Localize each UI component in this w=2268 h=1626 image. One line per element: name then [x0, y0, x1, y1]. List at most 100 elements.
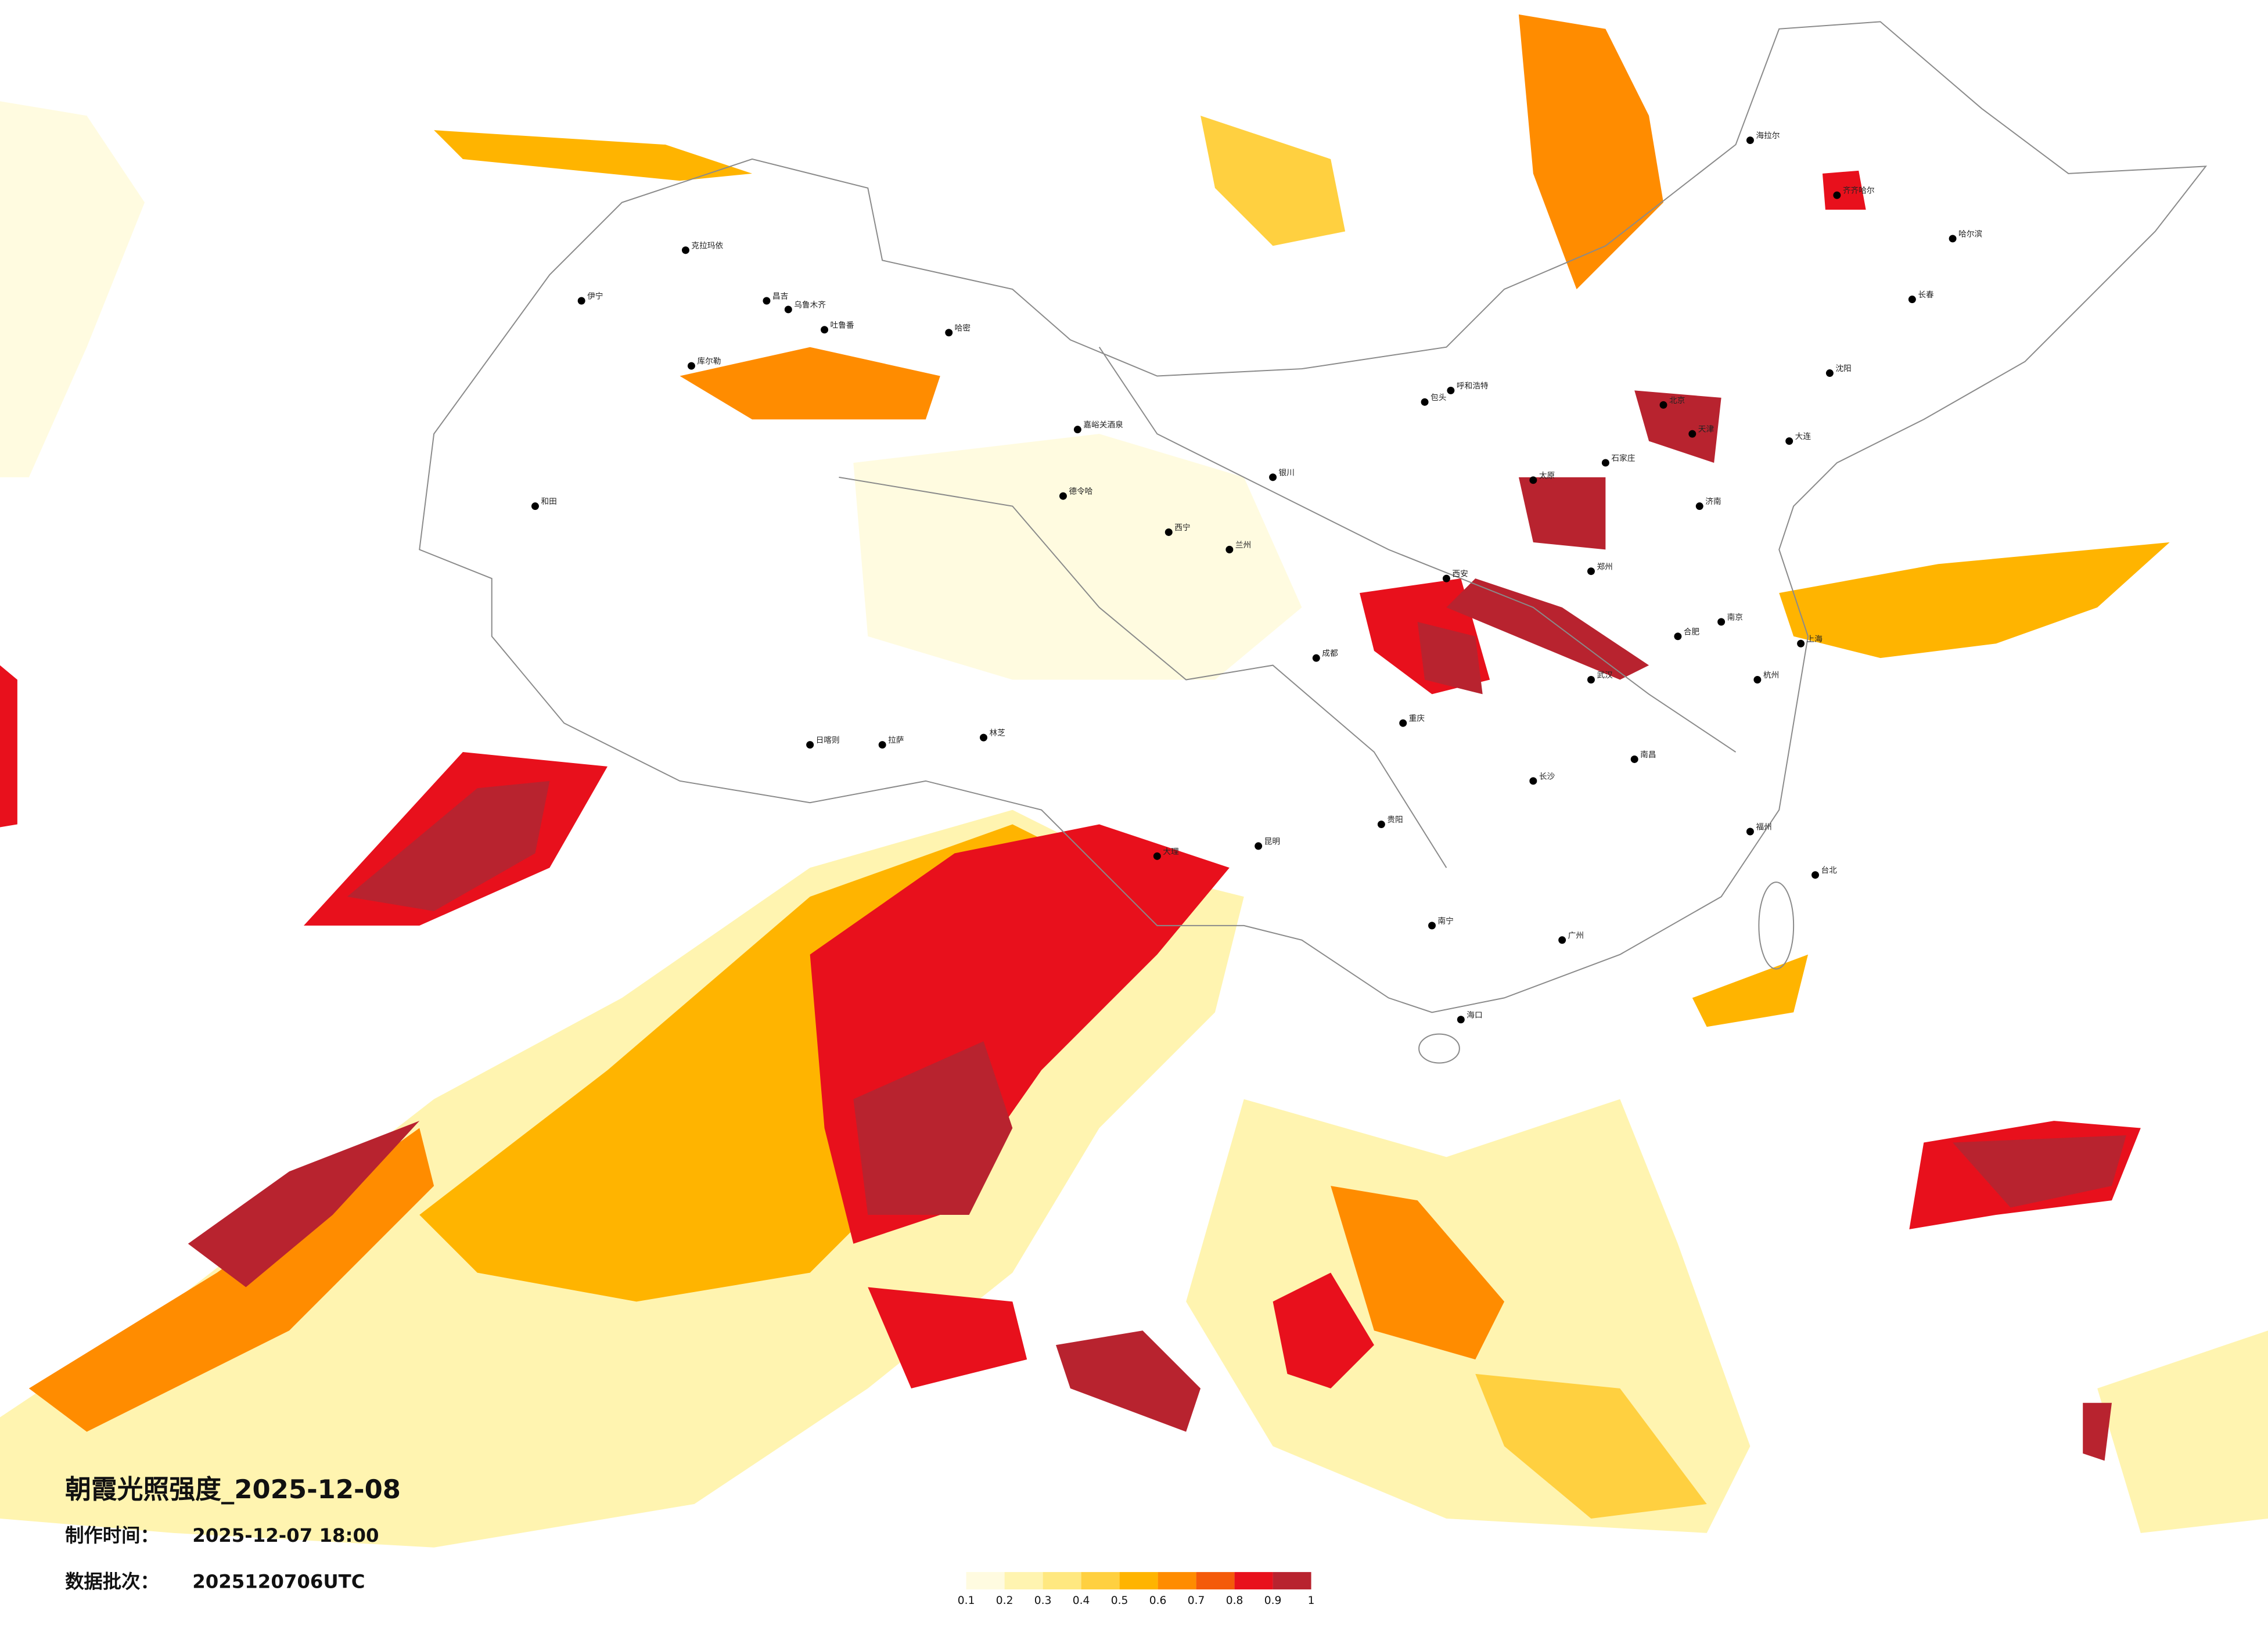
legend-swatch: [1081, 1572, 1120, 1589]
heat-patch: [1417, 621, 1483, 695]
city-dot: [1659, 401, 1667, 409]
city-label: 哈密: [955, 323, 971, 333]
city-dot: [1073, 426, 1081, 434]
heat-patch: [1953, 1135, 2126, 1208]
city-label: 合肥: [1684, 627, 1700, 636]
city-label: 太原: [1539, 471, 1555, 480]
heat-patch: [853, 434, 1302, 680]
legend: 0.1 0.2 0.3 0.4 0.5 0.6 0.7 0.8 0.9 1: [958, 1572, 1315, 1607]
heat-patch: [1331, 1186, 1505, 1360]
province-line: [1098, 347, 1737, 753]
heat-patch: [680, 347, 940, 420]
heat-patch: [1634, 390, 1721, 463]
city-label: 海口: [1467, 1010, 1482, 1020]
legend-tick-label: 0.4: [1073, 1595, 1090, 1607]
border: [419, 21, 2208, 1013]
city-label: 大连: [1795, 432, 1811, 441]
city-dot: [1753, 676, 1762, 684]
city-dot: [1908, 296, 1916, 303]
legend-swatch: [966, 1572, 1005, 1589]
heat-patch: [188, 1121, 420, 1287]
city-label: 长沙: [1539, 772, 1555, 781]
city-dot: [784, 305, 792, 314]
heat-patch: [434, 130, 753, 181]
city-label: 银川: [1279, 468, 1295, 477]
city-dot: [1695, 502, 1703, 510]
city-label: 昌吉: [772, 292, 788, 301]
city-dot: [577, 297, 585, 305]
city-dot: [1746, 828, 1754, 836]
city-dot: [1529, 777, 1537, 785]
city-dot: [1529, 476, 1537, 484]
city-dot: [1377, 821, 1385, 829]
legend-swatch: [1234, 1572, 1273, 1589]
city-dot: [1688, 430, 1696, 438]
heat-patch: [0, 665, 17, 828]
city-label: 齐齐哈尔: [1843, 186, 1875, 196]
city-label: 嘉峪关酒泉: [1083, 420, 1123, 430]
city-dot: [878, 741, 886, 749]
city-label: 西宁: [1174, 523, 1190, 533]
heat-patch: [347, 780, 550, 911]
data-batch-label: 数据批次：: [65, 1570, 159, 1592]
city-dot: [821, 326, 829, 334]
city-label: 南京: [1727, 613, 1743, 622]
province-line: [839, 476, 1447, 868]
heat-patch: [1201, 116, 1346, 246]
city-label: 德令哈: [1069, 487, 1092, 497]
legend-tick-label: 0.9: [1264, 1595, 1282, 1607]
heat-patch: [853, 1041, 1013, 1215]
city-label: 和田: [541, 497, 556, 506]
city-label: 杭州: [1763, 671, 1779, 680]
city-dot: [1558, 936, 1566, 944]
city-dot: [1601, 459, 1609, 467]
data-batch: 2025120706UTC: [192, 1570, 365, 1592]
heat-patch: [1518, 14, 1663, 290]
city-label: 海拉尔: [1756, 131, 1780, 141]
city-dot: [687, 362, 695, 370]
city-dot: [1428, 922, 1436, 930]
city-dot: [1811, 871, 1819, 879]
legend-tick-label: 0.3: [1034, 1595, 1052, 1607]
city-dot: [1717, 618, 1726, 626]
city-dot: [1399, 719, 1407, 727]
legend-swatch: [1158, 1572, 1196, 1589]
city-label: 林芝: [989, 729, 1005, 738]
legend-tick-label: 0.6: [1149, 1595, 1167, 1607]
city-label: 克拉玛依: [691, 241, 723, 250]
city-dot: [1833, 191, 1841, 199]
city-dot: [1825, 369, 1834, 377]
heat-patch: [1692, 954, 1809, 1027]
city-dot: [945, 329, 953, 337]
city-label: 大理: [1163, 847, 1179, 857]
heat-layer: [0, 14, 2268, 1548]
heat-patch: [2097, 1330, 2268, 1533]
city-dot: [1949, 235, 1957, 243]
heat-patch: [1475, 1373, 1707, 1519]
heat-patch: [1779, 542, 2170, 659]
city-dot: [763, 297, 771, 305]
city-dot: [1797, 639, 1805, 647]
hainan: [1418, 1033, 1460, 1064]
city-label: 日喀则: [816, 736, 840, 745]
city-label: 库尔勒: [697, 357, 721, 366]
heat-patch: [1446, 578, 1649, 680]
city-dot: [1457, 1016, 1465, 1024]
city-dot: [1674, 632, 1682, 641]
legend-swatch: [1119, 1572, 1158, 1589]
production-time: 2025-12-07 18:00: [192, 1524, 379, 1546]
city-dot: [1587, 567, 1595, 575]
city-label: 石家庄: [1611, 453, 1635, 463]
city-label: 长春: [1918, 290, 1934, 300]
heat-patch: [1518, 477, 1606, 550]
country-outline: [419, 21, 2208, 1064]
city-label: 上海: [1807, 635, 1823, 644]
legend-tick-label: 0.7: [1188, 1595, 1205, 1607]
map-title: 朝霞光照强度_2025-12-08: [65, 1474, 401, 1505]
city-dot: [1421, 398, 1429, 406]
heat-patch: [1056, 1330, 1201, 1432]
city-dot: [1164, 528, 1173, 536]
city-dot: [1059, 492, 1067, 500]
city-label: 乌鲁木齐: [794, 300, 826, 310]
